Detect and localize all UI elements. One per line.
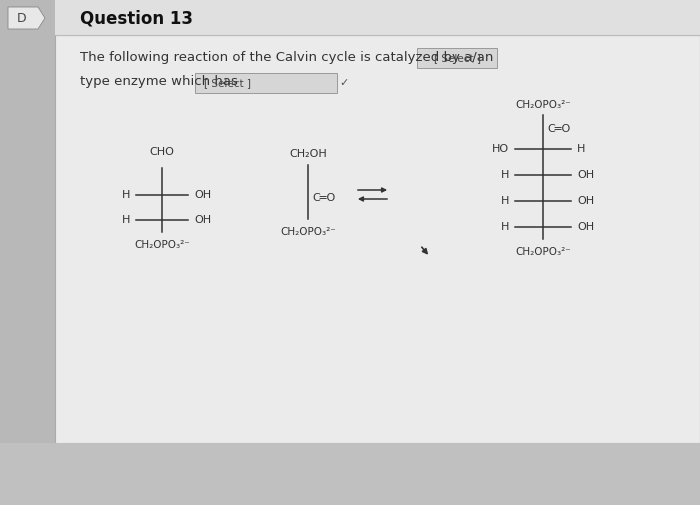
Text: Question 13: Question 13: [80, 9, 193, 27]
Text: CH₂OH: CH₂OH: [289, 149, 327, 159]
Text: H: H: [577, 144, 585, 154]
Text: OH: OH: [577, 170, 594, 180]
Text: H: H: [122, 215, 130, 225]
Text: OH: OH: [194, 215, 211, 225]
Text: C═O: C═O: [312, 193, 335, 203]
Text: CH₂OPO₃²⁻: CH₂OPO₃²⁻: [515, 247, 571, 257]
Text: OH: OH: [194, 190, 211, 200]
Text: ✓: ✓: [340, 78, 349, 88]
FancyBboxPatch shape: [417, 48, 497, 68]
Text: HO: HO: [492, 144, 509, 154]
Bar: [55, 0, 700, 35]
Text: OH: OH: [577, 222, 594, 232]
Bar: [0, 0, 55, 505]
Text: type enzyme which has: type enzyme which has: [80, 76, 238, 88]
Text: CH₂OPO₃²⁻: CH₂OPO₃²⁻: [134, 240, 190, 250]
Text: [ Select ]: [ Select ]: [204, 78, 251, 88]
Text: The following reaction of the Calvin cycle is catalyzed by a/an: The following reaction of the Calvin cyc…: [80, 50, 494, 64]
Bar: [0, 443, 700, 505]
Bar: [55, 35, 700, 443]
FancyBboxPatch shape: [195, 73, 337, 93]
Text: CH₂OPO₃²⁻: CH₂OPO₃²⁻: [515, 100, 571, 110]
Text: OH: OH: [577, 196, 594, 206]
Text: C═O: C═O: [547, 124, 570, 134]
Text: D: D: [18, 12, 27, 25]
Text: H: H: [122, 190, 130, 200]
Text: H: H: [500, 170, 509, 180]
Text: [ Select ]: [ Select ]: [433, 53, 480, 63]
Text: CH₂OPO₃²⁻: CH₂OPO₃²⁻: [280, 227, 336, 237]
Text: H: H: [500, 196, 509, 206]
Text: H: H: [500, 222, 509, 232]
Polygon shape: [8, 7, 45, 29]
Text: CHO: CHO: [150, 147, 174, 157]
